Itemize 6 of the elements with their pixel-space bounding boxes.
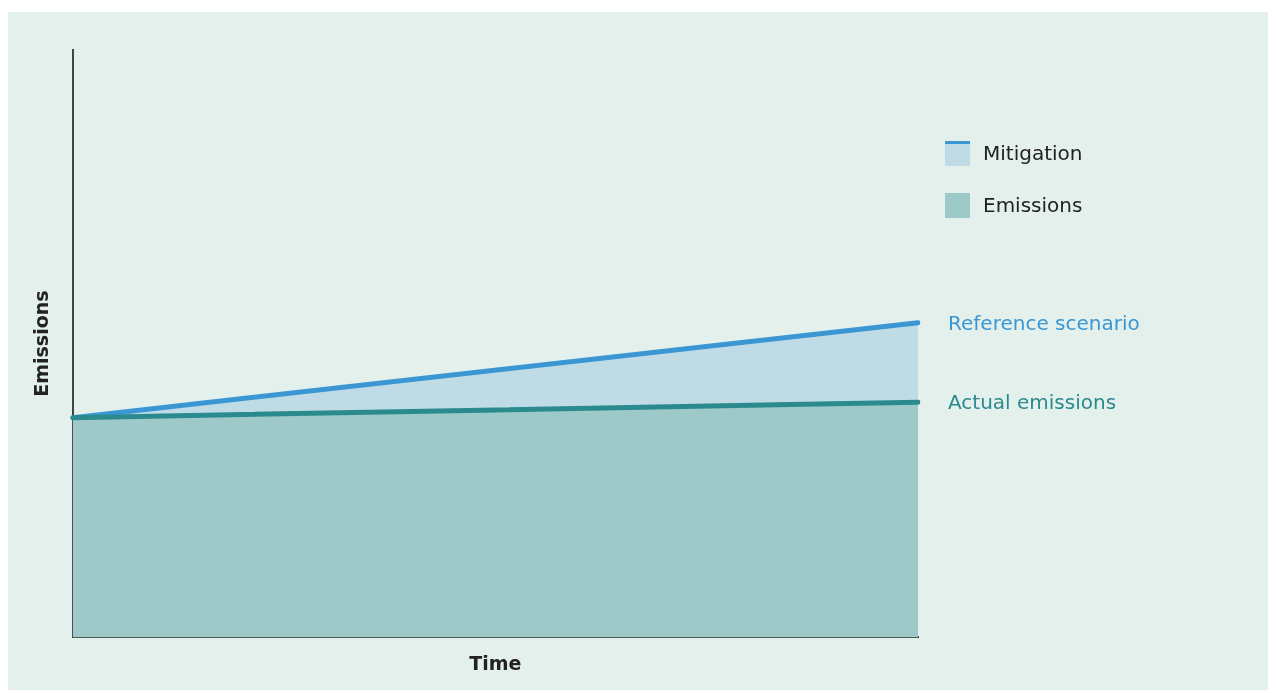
- annotation: Actual emissions: [948, 390, 1117, 415]
- annotation: Reference scenario: [948, 310, 1140, 335]
- y-axis-title: Emissions: [30, 290, 53, 397]
- legend-label: Emissions: [983, 193, 1083, 217]
- legend-label: Mitigation: [983, 141, 1083, 165]
- x-axis-title: Time: [469, 651, 522, 674]
